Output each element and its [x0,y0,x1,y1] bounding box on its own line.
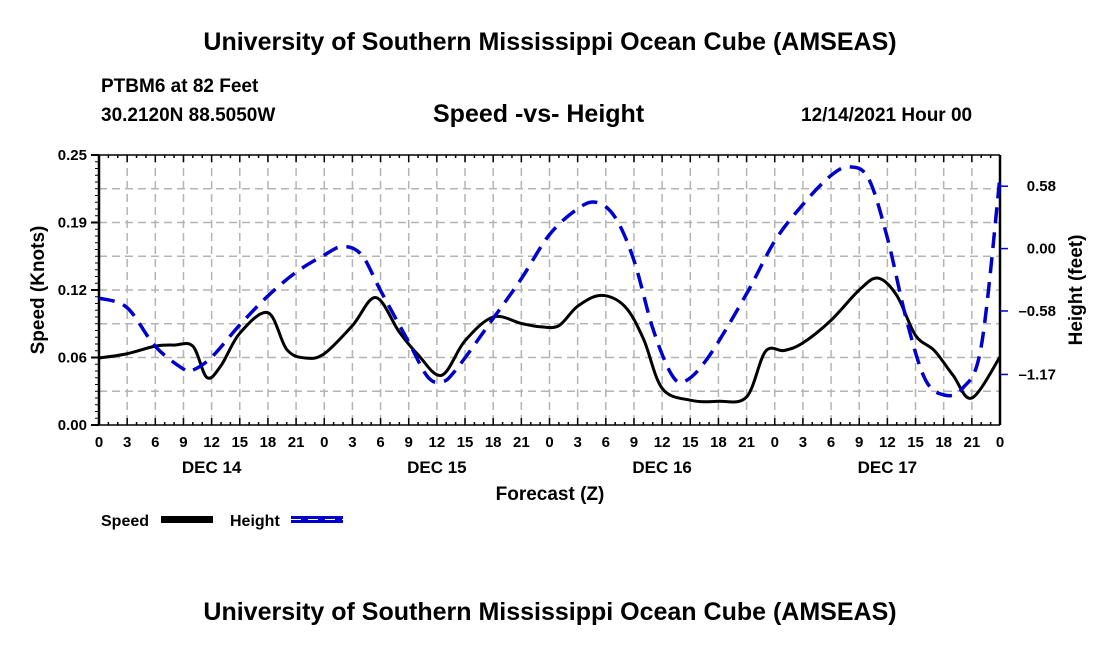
x-tick-label: 15 [457,434,474,451]
x-tick-label: 18 [935,434,952,451]
x-day-label: DEC 16 [632,458,692,477]
x-tick-label: 3 [348,434,356,451]
forecast-datetime: 12/14/2021 Hour 00 [801,105,973,126]
x-tick-label: 18 [710,434,727,451]
x-tick-label: 18 [260,434,277,451]
y-tick-label: 0.06 [58,350,87,367]
x-tick-label: 15 [231,434,248,451]
axes: 0 3 6 9 12 15 18 21 0 3 6 9 12 15 18 21 0 3 6 9 12 15 18 21 0 3 6 9… [58,147,1056,477]
x-tick-label: 15 [907,434,924,451]
station-label: PTBM6 at 82 Feet [101,76,259,97]
x-tick-label: 15 [682,434,699,451]
x-day-label: DEC 14 [182,458,242,477]
grid-lines [99,155,1000,425]
x-tick-label: 9 [405,434,413,451]
legend-swatch-speed [161,516,213,523]
x-tick-label: 6 [827,434,835,451]
y-tick-label: 0.00 [58,417,87,434]
x-tick-label: 12 [654,434,671,451]
y2-tick-label: 0.58 [1027,178,1056,195]
x-day-label: DEC 17 [858,458,918,477]
x-tick-label: 9 [179,434,187,451]
legend: Speed Height [101,513,343,530]
x-tick-label: 12 [203,434,220,451]
x-tick-label: 0 [996,434,1004,451]
x-tick-label: 3 [799,434,807,451]
legend-label-speed: Speed [101,513,149,530]
x-tick-label: 21 [288,434,305,451]
legend-label-height: Height [230,513,280,530]
x-tick-label: 0 [771,434,779,451]
x-tick-label: 21 [964,434,981,451]
x-tick-label: 12 [429,434,446,451]
chart-title: Speed -vs- Height [433,100,645,128]
x-axis-title: Forecast (Z) [496,484,605,505]
x-tick-label: 6 [151,434,159,451]
x-tick-label: 3 [573,434,581,451]
y-tick-label: 0.19 [58,215,87,232]
x-tick-label: 0 [545,434,553,451]
x-tick-label: 9 [855,434,863,451]
x-day-label: DEC 15 [407,458,467,477]
y-tick-label: 0.25 [58,147,87,164]
x-tick-label: 6 [376,434,384,451]
y-tick-label: 0.12 [58,282,87,299]
x-tick-label: 18 [485,434,502,451]
y-axis-title: Speed (Knots) [28,226,49,355]
y2-tick-label: –1.17 [1018,366,1056,383]
x-tick-label: 21 [513,434,530,451]
coordinates-label: 30.2120N 88.5050W [101,105,276,126]
x-tick-label: 12 [879,434,896,451]
series-line-speed [98,276,1002,404]
x-tick-label: 21 [738,434,755,451]
y2-tick-label: –0.58 [1018,303,1056,320]
y2-axis-title: Height (feet) [1066,235,1087,346]
x-tick-label: 0 [95,434,103,451]
y2-tick-label: 0.00 [1027,241,1056,258]
x-tick-label: 9 [630,434,638,451]
series-line-height [98,165,1002,398]
main-title: University of Southern Mississippi Ocean… [203,28,897,56]
x-tick-label: 6 [602,434,610,451]
x-tick-label: 3 [123,434,131,451]
x-tick-label: 0 [320,434,328,451]
footer-title: University of Southern Mississippi Ocean… [203,598,897,626]
series-layer [98,165,1002,404]
